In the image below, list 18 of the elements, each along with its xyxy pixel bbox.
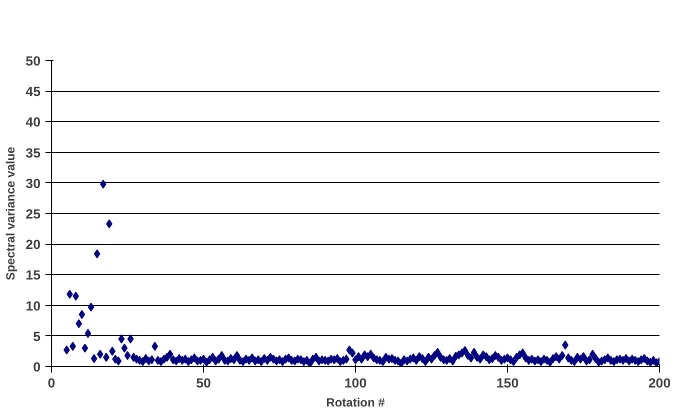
x-tick-label: 200 [648,376,671,390]
y-tick-label: 50 [26,54,41,68]
x-tick-label: 50 [196,376,211,390]
y-tick-label: 0 [33,360,41,374]
y-axis-title: Spectral variance value [4,146,18,280]
y-tick-label: 25 [26,206,42,222]
y-tick-label: 15 [26,268,42,283]
y-tick-label: 5 [33,328,42,344]
y-tick-label: 10 [26,298,41,314]
x-tick-label: 150 [496,376,519,390]
y-tick-label: 45 [26,84,42,100]
x-tick-label: 0 [48,376,56,390]
y-tick-label: 30 [26,176,41,191]
x-tick-label: 100 [344,376,367,390]
y-tick-label: 20 [26,237,41,252]
y-tick-label: 35 [26,145,42,160]
x-axis-title: Rotation # [326,396,386,410]
y-tick-label: 40 [26,114,41,130]
